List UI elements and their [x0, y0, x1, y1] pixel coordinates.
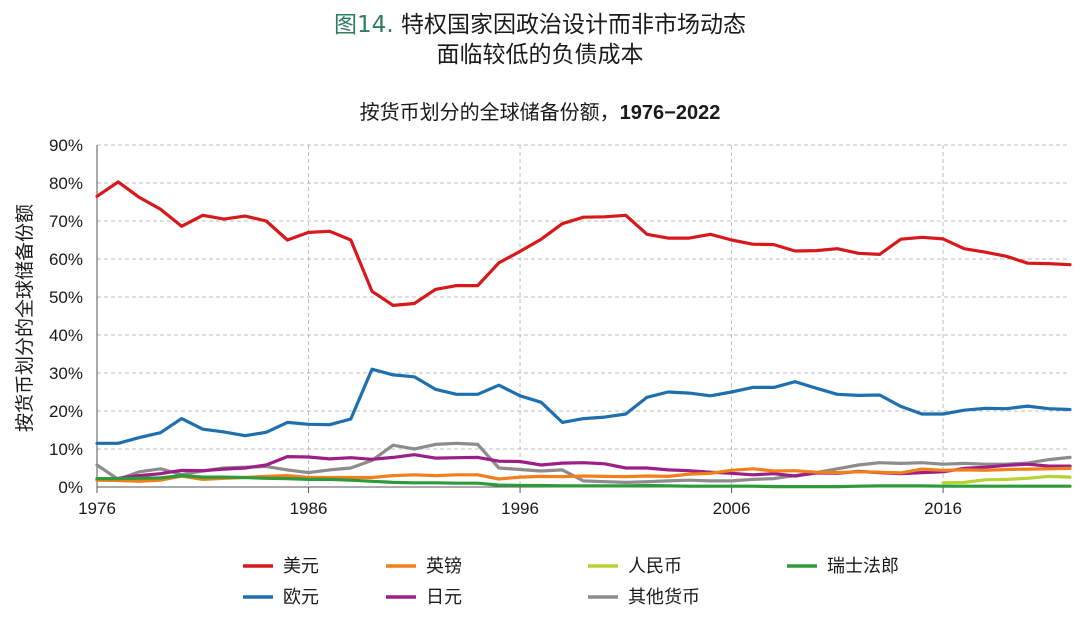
- x-tick-label: 1996: [501, 499, 539, 518]
- y-tick-label: 30%: [49, 364, 83, 383]
- figure-title-line1: 图14. 特权国家因政治设计而非市场动态: [0, 10, 1080, 40]
- series-line-美元: [95, 180, 1072, 307]
- legend-label: 瑞士法郎: [827, 556, 899, 577]
- y-tick-label: 0%: [58, 478, 83, 497]
- grid-lines: [97, 144, 1070, 487]
- y-tick-label: 10%: [49, 440, 83, 459]
- y-tick-label: 70%: [49, 212, 83, 231]
- x-tick-label: 1986: [290, 499, 328, 518]
- x-tick-label: 1976: [78, 499, 116, 518]
- y-axis-label: 按货币划分的全球储备份额: [14, 204, 36, 432]
- x-tick-label: 2016: [924, 499, 962, 518]
- series-line-欧元: [95, 367, 1072, 445]
- figure-label: 图14.: [334, 12, 394, 38]
- y-tick-label: 40%: [49, 326, 83, 345]
- legend-label: 人民币: [628, 556, 682, 577]
- legend-label: 美元: [283, 556, 319, 577]
- x-tick-label: 2006: [713, 499, 751, 518]
- legend-label: 日元: [426, 587, 462, 608]
- legend-label: 其他货币: [628, 587, 700, 608]
- figure-header: 图14. 特权国家因政治设计而非市场动态 面临较低的负债成本: [0, 10, 1080, 70]
- chart-title-years: 1976−2022: [619, 102, 721, 124]
- y-tick-label: 80%: [49, 174, 83, 193]
- series-lines: [95, 180, 1072, 489]
- chart-title-text: 按货币划分的全球储备份额，: [359, 100, 620, 124]
- y-tick-label: 90%: [49, 136, 83, 155]
- figure-title-text: 特权国家因政治设计而非市场动态: [400, 12, 746, 38]
- series-line-日元: [95, 453, 1072, 481]
- series-line-瑞士法郎: [95, 474, 1072, 489]
- y-tick-label: 60%: [49, 250, 83, 269]
- chart-title: 按货币划分的全球储备份额，1976−2022: [0, 96, 1080, 125]
- axes: 0% 10% 20% 30% 40% 50% 60% 70% 80% 90% 1976 1986 199…: [49, 136, 1070, 518]
- y-tick-label: 50%: [49, 288, 83, 307]
- legend-label: 欧元: [283, 587, 319, 608]
- legend-label: 英镑: [426, 556, 462, 577]
- series-line-人民币: [941, 474, 1072, 485]
- figure-title-line2: 面临较低的负债成本: [436, 42, 644, 68]
- y-tick-label: 20%: [49, 402, 83, 421]
